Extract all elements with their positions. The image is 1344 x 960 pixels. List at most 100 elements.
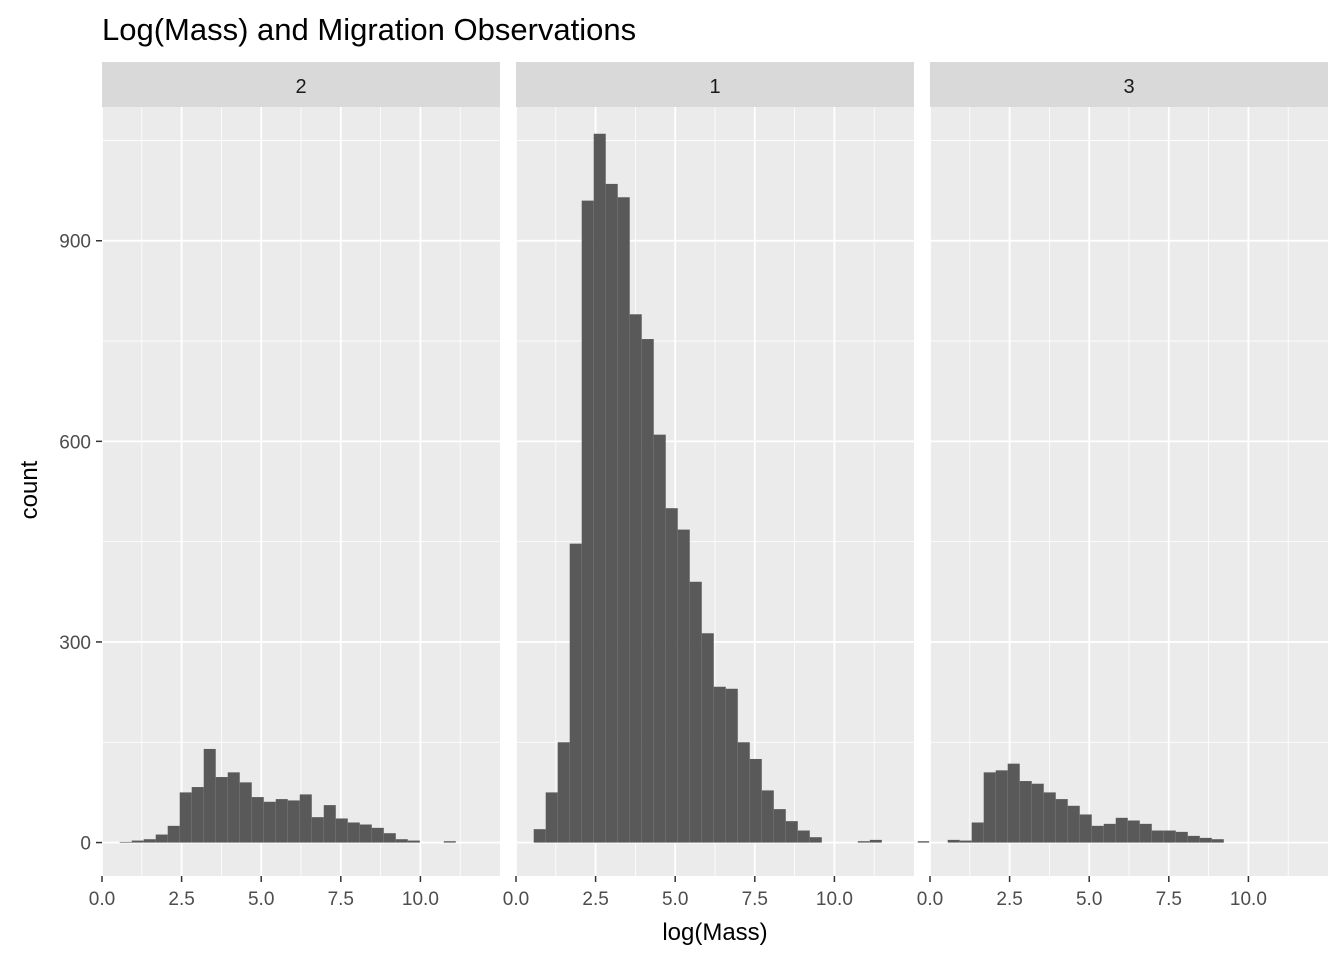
- histogram-bar: [1031, 783, 1044, 843]
- histogram-bar: [629, 314, 642, 843]
- x-axis: 0.0 2.5 5.0 7.5 10.0: [89, 876, 439, 910]
- y-axis: 0 300 600 900: [59, 232, 102, 855]
- facet-strip: [930, 62, 1328, 107]
- histogram-bar: [239, 782, 252, 843]
- x-tick-label: 0.0: [89, 889, 115, 910]
- histogram-bar: [971, 822, 984, 843]
- x-tick-label: 5.0: [1076, 889, 1102, 910]
- facet-panel-1: 10.0 2.5 5.0 7.5 10.0: [503, 62, 930, 910]
- histogram-bar: [701, 633, 714, 843]
- histogram-bar: [311, 817, 324, 843]
- histogram-bar: [1199, 837, 1212, 843]
- histogram-bar: [1019, 781, 1032, 843]
- histogram-bar: [263, 801, 276, 843]
- y-tick-label: 0: [80, 834, 91, 855]
- histogram-bar: [1163, 830, 1176, 843]
- histogram-bar: [287, 800, 300, 843]
- x-tick-label: 7.5: [742, 889, 768, 910]
- facet-strip-label: 1: [709, 76, 720, 98]
- histogram-bar: [167, 825, 180, 843]
- y-tick-label: 600: [59, 432, 91, 453]
- histogram-bar: [857, 841, 870, 843]
- histogram-bar: [869, 839, 882, 843]
- histogram-bar: [347, 822, 360, 843]
- x-axis: 0.0 2.5 5.0 7.5 10.0: [503, 876, 853, 910]
- y-tick-label: 300: [59, 633, 91, 654]
- histogram-bar: [131, 840, 144, 843]
- histogram-bar: [371, 827, 384, 843]
- histogram-bar: [215, 777, 228, 843]
- histogram-bar: [665, 508, 678, 843]
- histogram-bar: [1139, 823, 1152, 843]
- histogram-bar: [725, 688, 738, 843]
- x-tick-label: 2.5: [996, 889, 1022, 910]
- histogram-bar: [995, 770, 1008, 843]
- histogram-bar: [1007, 763, 1020, 843]
- histogram-bar: [1043, 792, 1056, 843]
- histogram-bar: [593, 133, 606, 843]
- x-tick-label: 2.5: [168, 889, 194, 910]
- histogram-bar: [335, 818, 348, 843]
- facet-strip: [102, 62, 500, 107]
- histogram-bar: [677, 529, 690, 843]
- y-axis-title: count: [16, 460, 43, 519]
- histogram-bar: [959, 840, 972, 843]
- x-tick-label: 10.0: [402, 889, 439, 910]
- histogram-bar: [785, 821, 798, 843]
- x-tick-label: 7.5: [328, 889, 354, 910]
- histogram-bar: [323, 805, 336, 843]
- x-tick-label: 10.0: [816, 889, 853, 910]
- x-tick-label: 5.0: [248, 889, 274, 910]
- histogram-bar: [143, 839, 156, 843]
- histogram-bar: [605, 183, 618, 843]
- histogram-bar: [1151, 830, 1164, 843]
- histogram-bar: [299, 794, 312, 843]
- histogram-bar: [1127, 820, 1140, 843]
- histogram-bars: [533, 133, 930, 843]
- histogram-bar: [1103, 823, 1116, 843]
- y-tick-label: 900: [59, 232, 91, 253]
- histogram-bar: [641, 339, 654, 843]
- histogram-bar: [797, 830, 810, 843]
- histogram-bar: [581, 200, 594, 843]
- facet-panel-2: 2 0.0 2.5 5.0 7.5 10.0: [89, 62, 500, 910]
- facet-strip-label: 2: [295, 76, 306, 98]
- panels-layer: 2 0.0 2.5 5.0 7.5 10.0 10.0 2.5 5.0 7.5 10.0 3 0.0 2.…: [89, 62, 1328, 910]
- histogram-bar: [947, 839, 960, 843]
- histogram-bar: [1067, 805, 1080, 843]
- facet-strip-label: 3: [1123, 76, 1134, 98]
- x-axis: 0.0 2.5 5.0 7.5 10.0: [917, 876, 1267, 910]
- histogram-bar: [251, 797, 264, 843]
- histogram-bar: [809, 837, 822, 843]
- histogram-bar: [1055, 799, 1068, 843]
- histogram-bar: [1079, 814, 1092, 843]
- histogram-bar: [203, 748, 216, 843]
- histogram-bars: [119, 748, 456, 843]
- histogram-bar: [917, 841, 930, 843]
- histogram-bar: [557, 742, 570, 843]
- histogram-bar: [1115, 817, 1128, 843]
- histogram-bar: [407, 840, 420, 843]
- x-axis-title: log(Mass): [662, 919, 767, 946]
- x-tick-label: 2.5: [582, 889, 608, 910]
- histogram-bar: [749, 758, 762, 843]
- facet-strip: [516, 62, 914, 107]
- histogram-bar: [179, 792, 192, 843]
- facet-panel-3: 3 0.0 2.5 5.0 7.5 10.0: [917, 62, 1328, 910]
- histogram-bar: [395, 839, 408, 843]
- x-tick-label: 0.0: [503, 889, 529, 910]
- histogram-bar: [1187, 835, 1200, 843]
- histogram-bar: [533, 829, 546, 843]
- histogram-bar: [359, 824, 372, 843]
- x-tick-label: 10.0: [1230, 889, 1267, 910]
- histogram-bar: [617, 197, 630, 843]
- x-tick-label: 5.0: [662, 889, 688, 910]
- histogram-bar: [275, 799, 288, 843]
- histogram-bar: [545, 792, 558, 843]
- histogram-bar: [383, 833, 396, 843]
- histogram-bar: [737, 742, 750, 843]
- histogram-bar: [1211, 839, 1224, 843]
- histogram-bar: [119, 841, 132, 843]
- histogram-bar: [983, 772, 996, 843]
